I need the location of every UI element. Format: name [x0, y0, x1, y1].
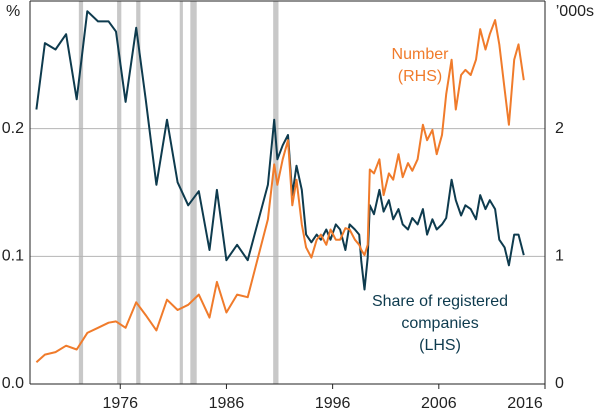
recession-band [78, 1, 84, 384]
series-label: Share of registered [372, 293, 508, 310]
y-unit: % [6, 3, 20, 20]
recession-band [117, 1, 122, 384]
y2-tick-label: 0 [555, 375, 564, 392]
y2-unit: ’000s [556, 3, 594, 20]
x-tick-label: 1996 [315, 395, 351, 412]
y-tick-label: 0.2 [2, 120, 24, 137]
y-tick-label: 0.1 [2, 248, 24, 265]
x-tick-label: 2006 [421, 395, 457, 412]
y2-tick-label: 2 [555, 120, 564, 137]
series-line [35, 19, 525, 364]
recession-band [190, 1, 197, 384]
series-label: companies [401, 315, 478, 332]
series-line [35, 10, 525, 291]
y-tick-label: 0.0 [2, 375, 24, 392]
x-tick-label: 1986 [209, 395, 245, 412]
x-tick-label: 1976 [102, 395, 138, 412]
x-tick-label: 2016 [507, 395, 543, 412]
recession-band [273, 1, 279, 384]
recession-band [136, 1, 141, 384]
y2-tick-label: 1 [555, 248, 564, 265]
series-label: Number [392, 46, 450, 63]
series-label: (RHS) [398, 68, 442, 85]
series-label: (LHS) [419, 337, 461, 354]
